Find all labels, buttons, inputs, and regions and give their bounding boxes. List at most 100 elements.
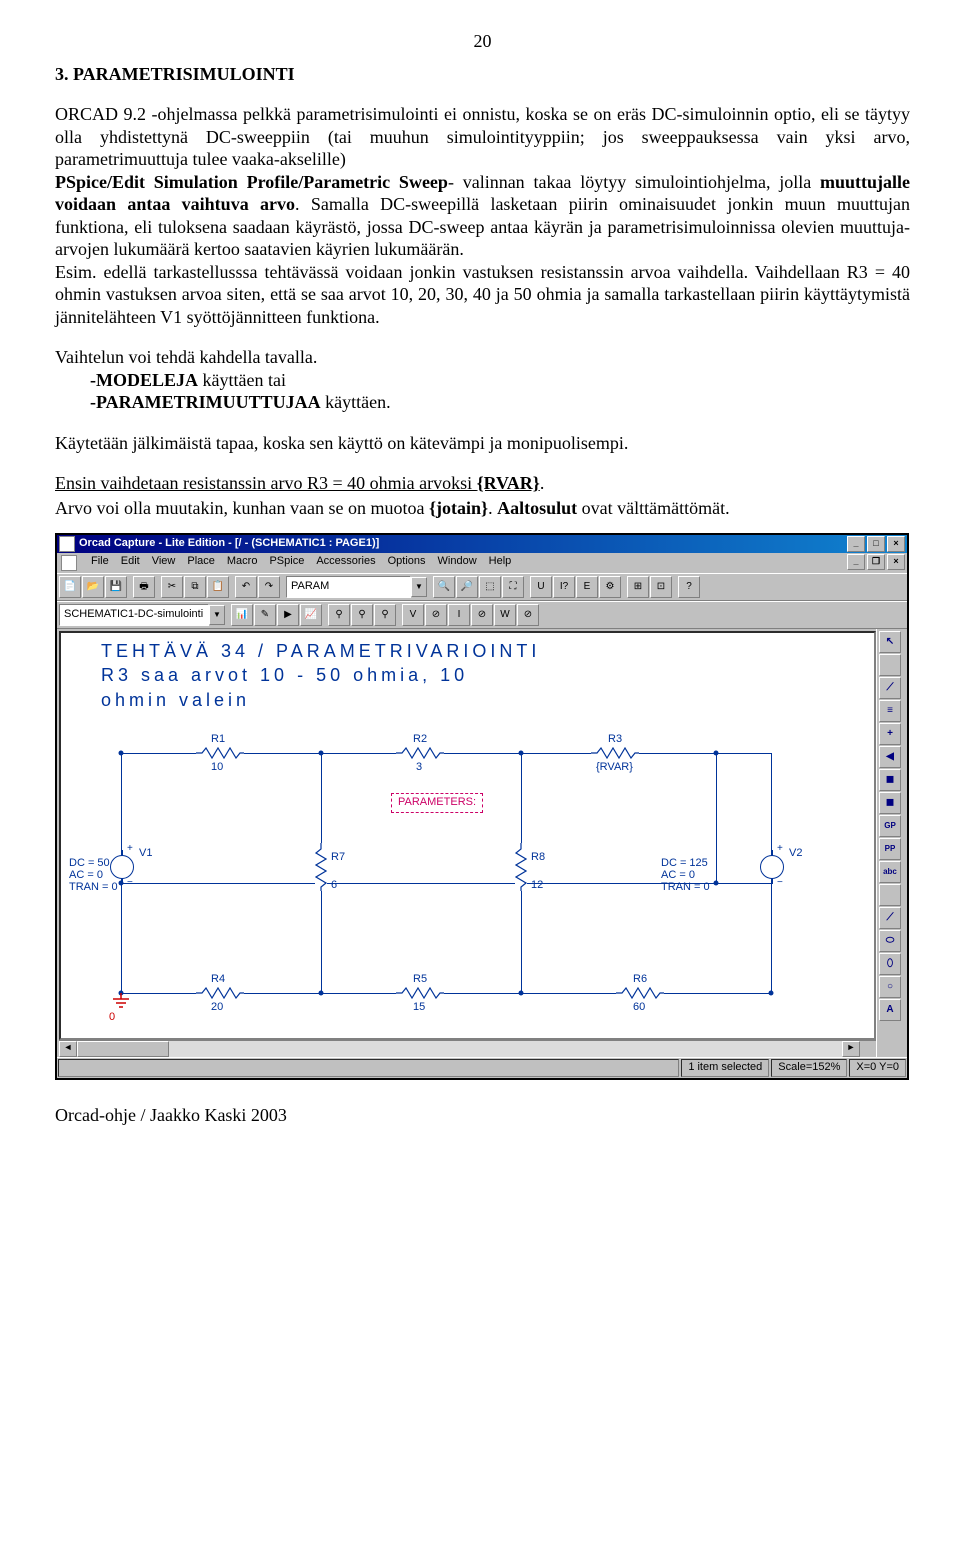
tool-wire[interactable]: ⟋ [879,677,901,699]
tool-hier-port[interactable]: GP [879,815,901,837]
resistor-r1[interactable] [196,747,244,759]
tool-u-button[interactable]: U [530,576,552,598]
tool-select[interactable]: ↖ [879,631,901,653]
schematic-canvas[interactable]: TEHTÄVÄ 34 / PARAMETRIVARIOINTI R3 saa a… [59,631,876,1040]
print-button[interactable]: 🖶 [133,576,155,598]
tool-power[interactable]: ◼ [879,769,901,791]
part-combo[interactable]: PARAM [286,576,411,598]
window-title: Orcad Capture - Lite Edition - [/ - (SCH… [79,537,847,551]
scroll-right-button[interactable]: ► [842,1041,860,1057]
resistor-r7[interactable] [315,843,327,891]
resistor-r2[interactable] [396,747,444,759]
marker-v-button[interactable]: ⚲ [328,604,350,626]
bias-w-button[interactable]: W [494,604,516,626]
help-button[interactable]: ? [678,576,700,598]
zoom-in-button[interactable]: 🔍 [433,576,455,598]
tool-noconn[interactable] [879,884,901,906]
mdi-restore-button[interactable]: ❐ [867,554,885,570]
tool-bus-entry[interactable]: ◀ [879,746,901,768]
tool-offpage[interactable]: PP [879,838,901,860]
menu-place[interactable]: Place [187,555,215,571]
part-combo-drop[interactable]: ▼ [411,577,427,597]
close-button[interactable]: × [887,536,905,552]
menu-file[interactable]: File [91,555,109,571]
menu-view[interactable]: View [152,555,176,571]
tool-ground[interactable]: ◼ [879,792,901,814]
marker-w-button[interactable]: ⚲ [374,604,396,626]
page-footer: Orcad-ohje / Jaakko Kaski 2003 [55,1104,910,1127]
zoom-out-button[interactable]: 🔎 [456,576,478,598]
tool-e-button[interactable]: E [576,576,598,598]
mdi-minimize-button[interactable]: _ [847,554,865,570]
grid-button[interactable]: ⊡ [650,576,672,598]
bias-v-button[interactable]: V [402,604,424,626]
menu-help[interactable]: Help [489,555,512,571]
marker-i-button[interactable]: ⚲ [351,604,373,626]
r1-value: 10 [211,761,223,775]
paste-button[interactable]: 📋 [207,576,229,598]
resistor-r4[interactable] [196,987,244,999]
scroll-left-button[interactable]: ◄ [59,1041,77,1057]
ground-label: 0 [109,1011,115,1025]
undo-button[interactable]: ↶ [235,576,257,598]
app-icon [59,536,75,552]
bias-i2-button[interactable]: ⊘ [471,604,493,626]
scroll-corner [860,1041,876,1057]
menu-pspice[interactable]: PSpice [269,555,304,571]
parameters-block[interactable]: PARAMETERS: [391,793,483,813]
r2-value: 3 [416,761,422,775]
resistor-r8[interactable] [515,843,527,891]
bias-w2-button[interactable]: ⊘ [517,604,539,626]
v1-minus: − [127,877,133,890]
tool-net[interactable]: ≡ [879,700,901,722]
tool-arc[interactable]: A [879,999,901,1021]
redo-button[interactable]: ↷ [258,576,280,598]
copy-button[interactable]: ⧉ [184,576,206,598]
bias-i-button[interactable]: I [448,604,470,626]
sim-combo-drop[interactable]: ▼ [209,605,225,625]
maximize-button[interactable]: □ [867,536,885,552]
menu-window[interactable]: Window [438,555,477,571]
tool-line[interactable]: ⟋ [879,907,901,929]
tool-polyline[interactable]: ⬭ [879,930,901,952]
save-button[interactable]: 💾 [105,576,127,598]
sim-new-button[interactable]: 📊 [231,604,253,626]
bias-v2-button[interactable]: ⊘ [425,604,447,626]
zoom-area-button[interactable]: ⬚ [479,576,501,598]
r7-name: R7 [331,851,345,865]
section-heading: 3. PARAMETRISIMULOINTI [55,63,910,86]
tool-i-button[interactable]: I? [553,576,575,598]
simulation-profile-combo[interactable]: SCHEMATIC1-DC-simulointi [59,604,209,626]
vsource-v2[interactable] [760,855,784,879]
zoom-fit-button[interactable]: ⛶ [502,576,524,598]
open-button[interactable]: 📂 [82,576,104,598]
scroll-track[interactable] [77,1041,842,1057]
new-button[interactable]: 📄 [59,576,81,598]
menu-macro[interactable]: Macro [227,555,258,571]
tool-rect[interactable]: ⬯ [879,953,901,975]
sim-view-button[interactable]: 📈 [300,604,322,626]
sim-run-button[interactable]: ▶ [277,604,299,626]
minimize-button[interactable]: _ [847,536,865,552]
resistor-r5[interactable] [396,987,444,999]
scroll-thumb[interactable] [77,1041,169,1057]
mdi-close-button[interactable]: × [887,554,905,570]
tool-junction[interactable]: + [879,723,901,745]
cut-button[interactable]: ✂ [161,576,183,598]
sim-edit-button[interactable]: ✎ [254,604,276,626]
titlebar-outer: Orcad Capture - Lite Edition - [/ - (SCH… [57,535,907,553]
resistor-r3[interactable] [591,747,639,759]
menu-edit[interactable]: Edit [121,555,140,571]
vsource-v1[interactable] [110,855,134,879]
text: Vaihtelun voi tehdä kahdella tavalla. [55,347,317,367]
tool-ellipse[interactable]: ○ [879,976,901,998]
menu-accessories[interactable]: Accessories [316,555,375,571]
resistor-r6[interactable] [616,987,664,999]
snap-button[interactable]: ⊞ [627,576,649,598]
paragraph-3: Käytetään jälkimäistä tapaa, koska sen k… [55,432,910,455]
tool-d-button[interactable]: ⚙ [599,576,621,598]
menu-options[interactable]: Options [388,555,426,571]
tool-part[interactable] [879,654,901,676]
tool-text[interactable]: abc [879,861,901,883]
scrollbar-horizontal[interactable]: ◄ ► [59,1040,876,1057]
